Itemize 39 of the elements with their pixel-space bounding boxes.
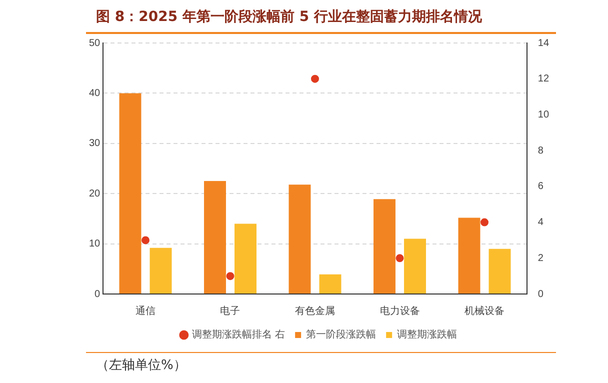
y2-tick-label: 8 [538, 145, 544, 156]
bar [458, 218, 480, 294]
bar [488, 248, 511, 294]
point [142, 236, 150, 244]
bar [288, 184, 311, 294]
bar [119, 93, 142, 294]
y2-tick-label: 6 [538, 181, 544, 192]
y2-tick-label: 10 [538, 109, 550, 120]
bar [150, 248, 172, 294]
x-tick-label: 电力设备 [380, 304, 420, 317]
x-tick-label: 通信 [136, 304, 156, 317]
legend-label: 调整期涨跌幅 [397, 328, 458, 341]
y2-tick-label: 4 [538, 217, 544, 228]
y2-tick-label: 2 [538, 252, 544, 264]
y-tick-label: 40 [89, 88, 101, 99]
point [226, 272, 234, 280]
legend-label: 第一阶段涨跌幅 [306, 328, 376, 341]
y-tick-label: 50 [89, 38, 101, 49]
y-tick-label: 10 [89, 238, 101, 250]
point [396, 254, 404, 262]
y-tick-label: 30 [89, 138, 101, 150]
x-tick-label: 机械设备 [464, 304, 504, 317]
y-tick-label: 0 [94, 288, 101, 300]
text: （左轴单位%） [96, 357, 186, 374]
x-tick-label: 有色金属 [295, 304, 335, 317]
bar [204, 181, 226, 294]
bar [234, 224, 256, 294]
legend-label: 调整期涨跌幅排名 右 [192, 328, 286, 341]
chart-title: 图 8：2025 年第一阶段涨幅前 5 行业在整固蓄力期排名情况 [96, 8, 482, 26]
y-tick-label: 20 [89, 188, 101, 200]
x-tick-label: 电子 [220, 304, 240, 317]
bar [319, 274, 342, 294]
y2-tick-label: 14 [538, 38, 550, 49]
point [311, 74, 319, 83]
y2-tick-label: 12 [538, 74, 550, 85]
y2-tick-label: 0 [538, 288, 544, 300]
bar [404, 238, 426, 294]
point [480, 218, 488, 226]
bar [374, 199, 396, 294]
